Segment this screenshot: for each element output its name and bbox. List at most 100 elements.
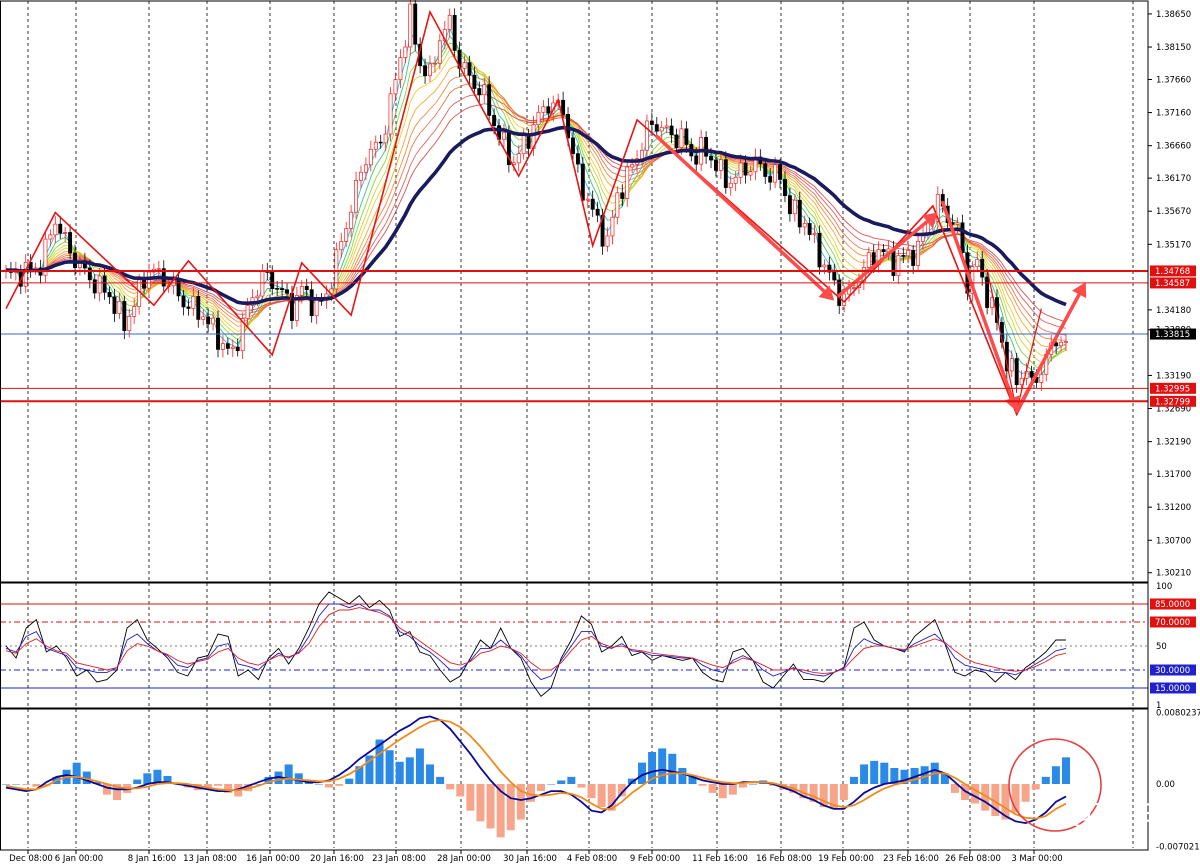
candle-body (452, 15, 457, 51)
price-tick-label: 1.30210 (1156, 569, 1191, 579)
candle-body (792, 199, 797, 215)
macd-histogram-bar (355, 766, 364, 784)
candle-body (684, 128, 689, 145)
candle-body (285, 289, 289, 294)
candle-body (580, 163, 585, 201)
x-tick-label: 30 Jan 16:00 (503, 854, 557, 864)
x-tick-label: 19 Feb 00:00 (818, 854, 874, 864)
macd-histogram-bar (971, 784, 980, 804)
candle-body (738, 162, 743, 178)
candle-body (590, 198, 595, 210)
candle-body (714, 159, 718, 171)
candle-body (625, 166, 630, 199)
level-tag-label: 1.32799 (1155, 397, 1190, 407)
level-tag (1150, 277, 1196, 289)
candle-body (615, 192, 620, 218)
candle-body (245, 305, 250, 319)
x-tick-label: 28 Jan 00:00 (437, 854, 491, 864)
candle-body (980, 258, 985, 278)
macd-histogram-bar (617, 784, 626, 797)
stoch-level-tag (1150, 682, 1196, 694)
candle-body (526, 135, 531, 149)
candle-body (566, 114, 570, 139)
panel-frame (0, 708, 1149, 851)
candle-body (482, 84, 487, 96)
macd-histogram-bar (799, 784, 808, 799)
macd-histogram-bar (335, 784, 344, 786)
candle-body (196, 295, 201, 320)
macd-histogram-bar (405, 757, 414, 784)
x-tick-label: 26 Feb 08:00 (945, 854, 1001, 864)
macd-histogram-bar (284, 764, 293, 784)
macd-histogram-bar (12, 784, 21, 785)
macd-histogram-bar (476, 784, 485, 822)
level-tag-label: 1.32995 (1155, 384, 1190, 394)
candle-body (709, 155, 713, 161)
level-tag (1150, 265, 1196, 277)
candle-body (447, 15, 452, 30)
candle-body (211, 317, 216, 325)
stochastic-panel[interactable] (0, 591, 1148, 698)
ma-ribbon-line (5, 65, 1067, 348)
macd-histogram-bar (950, 784, 959, 793)
candle-body (768, 176, 773, 183)
candle-body (832, 271, 837, 281)
x-tick-label: 13 Jan 08:00 (183, 854, 237, 864)
candle-body (186, 306, 191, 309)
macd-histogram-bar (607, 784, 616, 811)
candle-body (723, 159, 728, 188)
candle-body (68, 232, 73, 254)
stoch-level-tag (1150, 616, 1196, 628)
macd-histogram-bar (1051, 766, 1060, 784)
price-tick-label: 1.37160 (1156, 109, 1191, 119)
macd-histogram-bar (1001, 784, 1010, 820)
candle-body (270, 271, 275, 289)
panel-frame (0, 582, 1149, 709)
candle-body (802, 223, 807, 228)
candle-body (304, 285, 309, 291)
candle-body (1039, 373, 1044, 383)
macd-histogram-bar (1062, 757, 1070, 784)
macd-histogram-bar (365, 755, 374, 784)
candle-body (649, 120, 654, 125)
macd-tick-label: 0.00 (1156, 780, 1175, 790)
candle-body (388, 93, 393, 135)
panel-frame (0, 0, 1149, 583)
candle-body (644, 120, 649, 151)
candle-body (561, 99, 566, 115)
macd-histogram-bar (82, 771, 91, 784)
ma-ribbon-line (5, 55, 1067, 356)
price-panel[interactable] (0, 0, 1148, 417)
candle-body (817, 232, 822, 268)
candle-body (309, 289, 314, 317)
x-tick-label: 8 Jan 16:00 (128, 854, 176, 864)
candle-body (176, 279, 181, 297)
x-tick-label: 11 Feb 16:00 (692, 854, 748, 864)
candle-body (748, 171, 753, 176)
level-tag (1150, 328, 1196, 340)
macd-histogram-bar (133, 779, 142, 784)
macd-histogram-bar (870, 760, 879, 784)
candle-body (432, 62, 437, 65)
macd-histogram-bar (385, 750, 394, 784)
x-tick-label: 9 Feb 00:00 (630, 854, 680, 864)
macd-histogram-bar (294, 773, 303, 784)
candle-body (852, 287, 856, 289)
macd-histogram-bar (113, 784, 122, 800)
macd-histogram-bar (728, 784, 737, 795)
macd-histogram-bar (698, 784, 707, 786)
candle-body (53, 223, 58, 236)
candle-body (428, 63, 432, 77)
level-tag (1150, 395, 1196, 407)
candle-body (630, 163, 635, 168)
candle-body (107, 291, 112, 298)
candle-body (600, 214, 605, 247)
candle-body (1029, 371, 1034, 378)
macd-histogram-bar (2, 784, 10, 785)
price-tick-label: 1.32690 (1156, 405, 1191, 415)
macd-panel[interactable] (2, 715, 1070, 838)
candle-body (541, 106, 546, 113)
candle-body (787, 195, 792, 215)
